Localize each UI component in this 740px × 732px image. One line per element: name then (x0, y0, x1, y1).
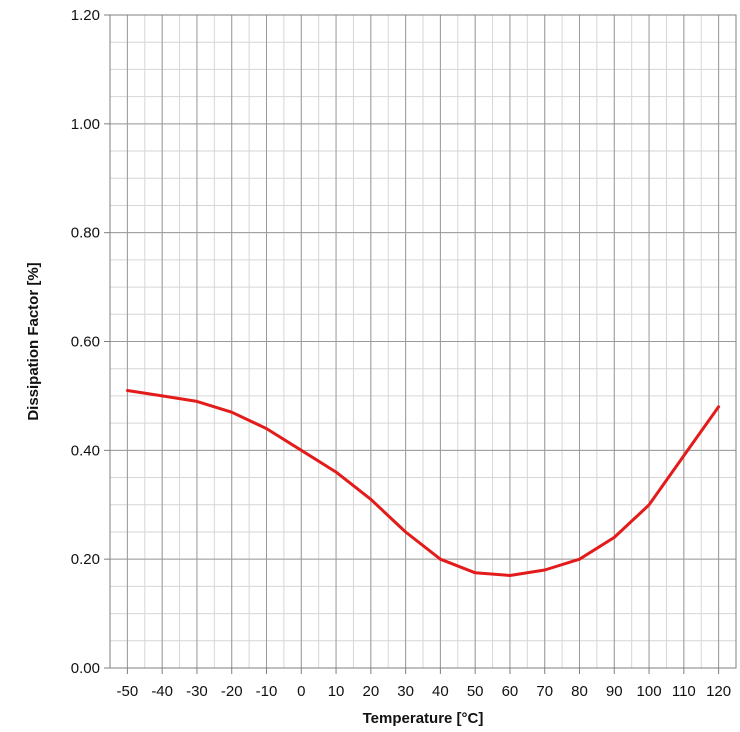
x-tick-label: 120 (706, 683, 731, 700)
x-tick-label: -30 (186, 683, 208, 700)
x-tick-label: -10 (256, 683, 278, 700)
x-axis-tick-labels: -50 -40 -30 -20 -10 0 10 20 30 40 50 60 70 80 90 100 110… (117, 668, 731, 700)
x-axis-title: Temperature [°C] (363, 710, 484, 727)
x-tick-label: 110 (672, 683, 696, 700)
x-tick-label: 10 (328, 683, 345, 700)
x-tick-label: 90 (606, 683, 623, 700)
x-tick-label: 40 (432, 683, 449, 700)
x-tick-label: 70 (536, 683, 553, 700)
x-tick-label: 30 (397, 683, 414, 700)
x-tick-label: 50 (467, 683, 484, 700)
series-layer (125, 389, 721, 577)
y-tick-label: 1.20 (71, 7, 100, 24)
y-tick-label: 0.40 (71, 442, 100, 459)
y-axis-tick-labels: 0.00 0.20 0.40 0.60 0.80 1.00 1.20 (71, 7, 110, 677)
y-axis-title: Dissipation Factor [%] (25, 262, 42, 420)
x-tick-label: 60 (502, 683, 519, 700)
x-tick-label: 100 (637, 683, 662, 700)
series-line (125, 389, 721, 577)
x-tick-label: 0 (297, 683, 305, 700)
x-tick-label: 20 (362, 683, 379, 700)
x-tick-label: -20 (221, 683, 243, 700)
x-tick-label: -50 (117, 683, 139, 700)
y-tick-label: 0.60 (71, 334, 100, 351)
y-tick-label: 0.80 (71, 225, 100, 242)
y-tick-label: 0.00 (71, 660, 100, 677)
x-tick-label: 80 (571, 683, 588, 700)
y-tick-label: 0.20 (71, 551, 100, 568)
y-tick-label: 1.00 (71, 116, 100, 133)
x-tick-label: -40 (151, 683, 173, 700)
